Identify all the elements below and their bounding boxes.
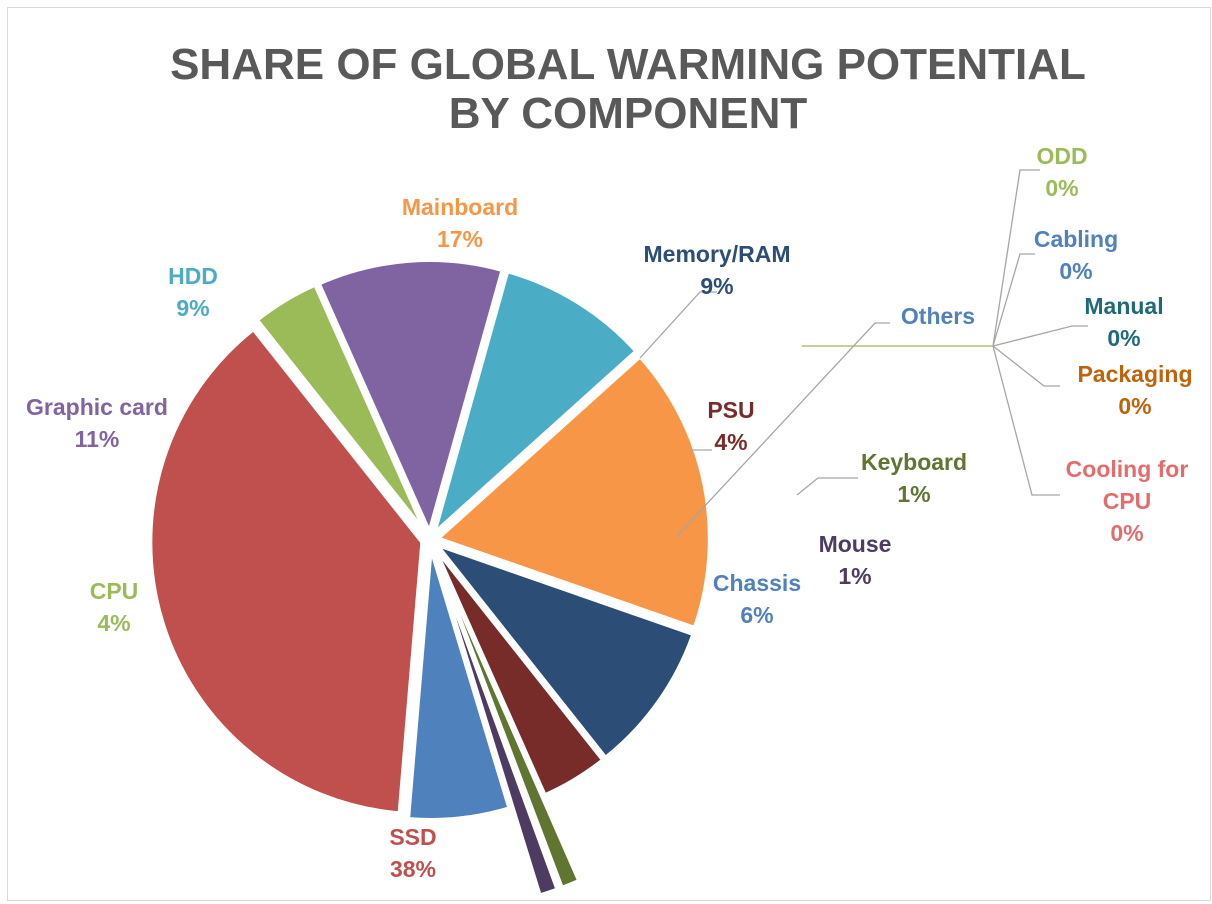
data-label-cabling: Cabling 0% (1034, 226, 1118, 284)
pie-slice-keyboard (428, 541, 582, 891)
data-label-value-odd: 0% (1045, 175, 1078, 201)
leader-line-cabling (992, 253, 1035, 347)
pie-slice-chassis (405, 547, 512, 822)
data-label-value-mainboard: 17% (437, 226, 483, 252)
pie-slice-hdd (430, 268, 640, 540)
data-label-memory-ram: Memory/RAM 9% (644, 241, 791, 299)
data-label-ssd: SSD 38% (389, 824, 436, 882)
data-label-psu: PSU 4% (707, 397, 754, 455)
data-label-cooling-for-cpu: Cooling for CPU 0% (1066, 456, 1189, 546)
data-label-keyboard: Keyboard 1% (861, 449, 967, 507)
data-label-cpu: CPU 4% (90, 578, 139, 636)
chart-title-line-1: SHARE OF GLOBAL WARMING POTENTIAL (170, 40, 1086, 89)
data-label-value-chassis: 6% (740, 602, 773, 628)
data-label-value-keyboard: 1% (897, 481, 930, 507)
leader-line-packaging (992, 345, 1060, 387)
leader-line-others (675, 322, 890, 538)
data-label-name-mouse: Mouse (819, 531, 892, 557)
pie-slice-mouse (428, 541, 561, 898)
data-label-name-chassis: Chassis (713, 570, 801, 596)
data-label-name-hdd: HDD (168, 263, 218, 289)
data-label-value-psu: 4% (714, 429, 747, 455)
data-label-name-cabling: Cabling (1034, 226, 1118, 252)
data-label-value-graphic-card: 11% (75, 426, 120, 452)
data-label-value-packaging: 0% (1118, 393, 1151, 419)
data-label-name-odd: ODD (1036, 143, 1087, 169)
data-label-manual: Manual 0% (1084, 293, 1163, 351)
data-label-name-manual: Manual (1084, 293, 1163, 319)
data-label-mainboard: Mainboard 17% (402, 194, 518, 252)
data-label-packaging: Packaging 0% (1077, 361, 1192, 419)
leader-line-memory-ram (639, 291, 717, 359)
pie-slice-mainboard (433, 353, 712, 631)
leader-line-manual (992, 325, 1088, 347)
data-label-chassis: Chassis 6% (713, 570, 801, 628)
leader-line-odd (992, 169, 1040, 347)
leader-line-cooling-for-cpu (992, 345, 1060, 496)
data-label-name-packaging: Packaging (1077, 361, 1192, 387)
data-label-name-cooling-for-cpu-1: Cooling for (1066, 456, 1189, 482)
data-label-value-hdd: 9% (176, 295, 209, 321)
data-label-name-cpu: CPU (90, 578, 139, 604)
pie-slice-graphic-card (316, 258, 506, 538)
data-label-value-cooling-for-cpu: 0% (1110, 520, 1143, 546)
data-label-name-graphic-card: Graphic card (26, 394, 168, 420)
data-label-graphic-card: Graphic card 11% (26, 394, 168, 452)
data-label-value-memory-ram: 9% (700, 273, 733, 299)
pie-slice-memory-ram (430, 540, 696, 761)
data-label-name-psu: PSU (707, 397, 754, 423)
pie-slice-cpu (254, 282, 428, 535)
leader-line-keyboard (796, 477, 858, 496)
data-label-name-memory-ram: Memory/RAM (644, 241, 791, 267)
data-label-name-cooling-for-cpu-2: CPU (1103, 488, 1152, 514)
data-label-name-ssd: SSD (389, 824, 436, 850)
data-label-mouse: Mouse 1% (819, 531, 892, 589)
data-label-name-keyboard: Keyboard (861, 449, 967, 475)
data-label-hdd: HDD 9% (168, 263, 218, 321)
data-label-value-ssd: 38% (390, 856, 436, 882)
data-label-value-manual: 0% (1107, 325, 1140, 351)
chart-title-line-2: BY COMPONENT (449, 89, 808, 138)
data-label-odd: ODD 0% (1036, 143, 1087, 201)
data-label-value-cabling: 0% (1059, 258, 1092, 284)
data-label-value-mouse: 1% (838, 563, 871, 589)
data-label-value-cpu: 4% (97, 610, 130, 636)
data-label-others: Others (901, 303, 975, 329)
data-label-name-mainboard: Mainboard (402, 194, 518, 220)
pie-slice-psu (432, 545, 606, 798)
pie-slice-ssd (148, 326, 425, 816)
